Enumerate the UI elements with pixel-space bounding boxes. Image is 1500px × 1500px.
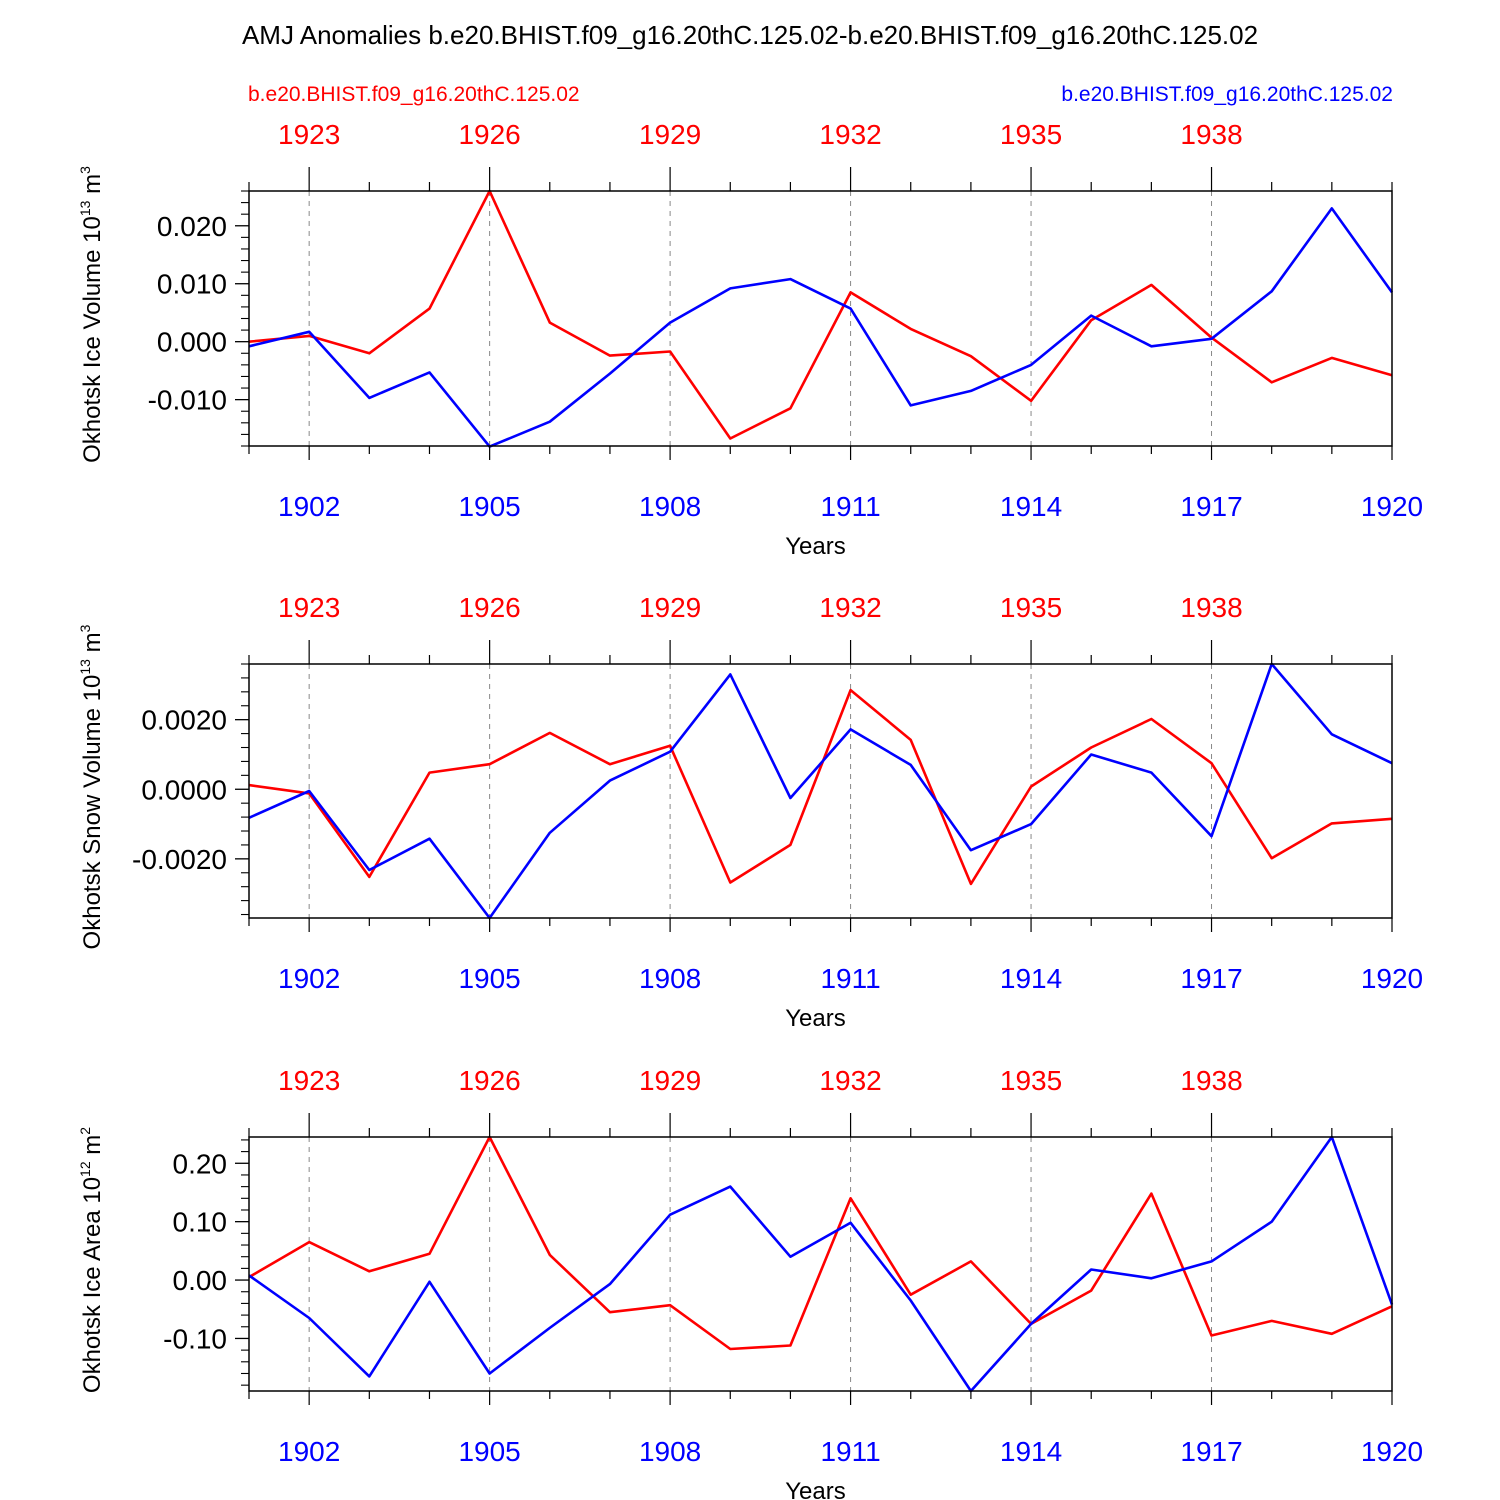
y-tick-label: -0.0020 [132, 844, 227, 875]
x-tick-label: 1902 [278, 491, 340, 522]
y-tick-label: -0.010 [148, 385, 227, 416]
top-x-tick-label: 1929 [639, 592, 701, 623]
y-axis-title-text: Okhotsk Snow Volume 10 [79, 675, 106, 950]
x-tick-label: 1920 [1361, 491, 1423, 522]
top-x-tick-label: 1935 [1000, 592, 1062, 623]
legend-label-red: b.e20.BHIST.f09_g16.20thC.125.02 [248, 83, 580, 106]
x-tick-label: 1911 [820, 963, 880, 994]
series-line-red [248, 688, 1393, 886]
top-x-tick-label: 1935 [1000, 1065, 1062, 1096]
x-tick-label: 1908 [639, 963, 701, 994]
y-axis-title-unit-exponent: 2 [77, 1127, 93, 1135]
x-tick-label: 1905 [458, 491, 520, 522]
x-tick-label: 1920 [1361, 963, 1423, 994]
x-tick-label: 1902 [278, 1436, 340, 1467]
series-line-blue [248, 1135, 1394, 1393]
y-axis-title: Okhotsk Ice Area 1012 m2 [77, 1127, 106, 1393]
top-x-tick-label: 1938 [1180, 1065, 1242, 1096]
x-axis-title: Years [785, 1478, 846, 1500]
x-tick-label: 1908 [639, 491, 701, 522]
top-x-tick-label: 1932 [819, 592, 881, 623]
y-axis-title-unit-exponent: 3 [77, 624, 93, 632]
x-tick-label: 1911 [820, 1436, 880, 1467]
x-tick-label: 1902 [278, 963, 340, 994]
legend-label-blue: b.e20.BHIST.f09_g16.20thC.125.02 [1061, 83, 1393, 106]
y-tick-label: 0.20 [173, 1148, 228, 1179]
main-title: AMJ Anomalies b.e20.BHIST.f09_g16.20thC.… [242, 20, 1258, 50]
chart-panel-3: 1902 1905 1908 1911 1914 1917 1920 1923 1926 1929… [77, 1065, 1423, 1500]
top-x-tick-label: 1938 [1180, 119, 1242, 150]
y-tick-label: 0.020 [157, 211, 227, 242]
top-x-tick-label: 1926 [458, 592, 520, 623]
series-line-blue [248, 207, 1394, 448]
x-tick-label: 1917 [1180, 491, 1242, 522]
top-x-tick-label: 1923 [278, 119, 340, 150]
x-tick-label: 1917 [1180, 1436, 1242, 1467]
x-tick-label: 1914 [1000, 963, 1062, 994]
x-tick-label: 1905 [458, 963, 520, 994]
y-tick-label: -0.10 [163, 1323, 227, 1354]
top-x-tick-label: 1926 [458, 1065, 520, 1096]
top-x-tick-label: 1923 [278, 1065, 340, 1096]
x-tick-label: 1911 [820, 491, 880, 522]
y-tick-label: 0.0000 [141, 774, 227, 805]
plot-frame [248, 1136, 1393, 1392]
top-x-tick-label: 1929 [639, 119, 701, 150]
y-axis-title-unit: m [79, 1135, 106, 1162]
y-tick-label: 0.000 [157, 327, 227, 358]
plot-frame [248, 190, 1393, 447]
y-tick-label: 0.010 [157, 269, 227, 300]
y-tick-label: 0.0020 [141, 705, 227, 736]
top-x-tick-label: 1932 [819, 119, 881, 150]
series-line-red [248, 189, 1393, 440]
series-line-blue [248, 662, 1393, 920]
y-axis-title-text: Okhotsk Ice Volume 10 [79, 216, 106, 463]
x-axis-title: Years [785, 1005, 846, 1032]
y-axis-title-unit-exponent: 3 [77, 166, 93, 174]
x-tick-label: 1917 [1180, 963, 1242, 994]
panels: 1902 1905 1908 1911 1914 1917 1920 1923 1926 1929… [77, 119, 1423, 1500]
chart-panel-1: 1902 1905 1908 1911 1914 1917 1920 1923 1926 1929… [77, 119, 1423, 560]
x-tick-label: 1905 [458, 1436, 520, 1467]
top-x-tick-label: 1935 [1000, 119, 1062, 150]
y-axis-title-exponent: 13 [77, 200, 93, 216]
x-tick-label: 1920 [1361, 1436, 1423, 1467]
y-axis-title: Okhotsk Ice Volume 1013 m3 [77, 166, 106, 463]
x-tick-label: 1908 [639, 1436, 701, 1467]
y-axis-title-text: Okhotsk Ice Area 10 [79, 1177, 106, 1393]
y-axis-title-unit: m [79, 632, 106, 659]
top-x-tick-label: 1926 [458, 119, 520, 150]
top-x-tick-label: 1938 [1180, 592, 1242, 623]
top-x-tick-label: 1923 [278, 592, 340, 623]
x-tick-label: 1914 [1000, 491, 1062, 522]
x-axis-title: Years [785, 533, 846, 560]
y-tick-label: 0.10 [173, 1207, 228, 1238]
x-tick-label: 1914 [1000, 1436, 1062, 1467]
top-x-tick-label: 1932 [819, 1065, 881, 1096]
y-axis-title: Okhotsk Snow Volume 1013 m3 [77, 624, 106, 949]
y-axis-title-unit: m [79, 174, 106, 201]
plot-frame [248, 663, 1393, 919]
y-axis-title-exponent: 13 [77, 659, 93, 675]
series-line-red [248, 1135, 1393, 1351]
chart-panel-2: 1902 1905 1908 1911 1914 1917 1920 1923 1926 1929… [77, 592, 1423, 1032]
y-axis-title-exponent: 12 [77, 1161, 93, 1177]
y-tick-label: 0.00 [173, 1265, 228, 1296]
top-x-tick-label: 1929 [639, 1065, 701, 1096]
